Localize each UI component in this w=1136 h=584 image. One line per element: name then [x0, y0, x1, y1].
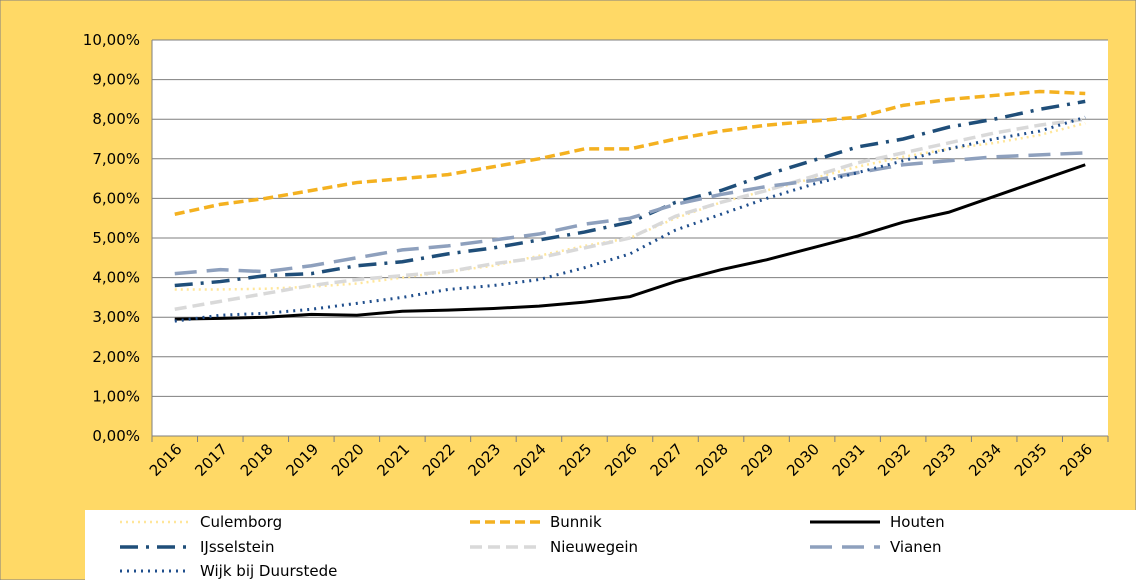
y-tick-label: 0,00%: [92, 427, 140, 445]
y-tick-label: 10,00%: [83, 31, 140, 49]
y-tick-label: 5,00%: [92, 229, 140, 247]
y-tick-label: 8,00%: [92, 110, 140, 128]
y-tick-label: 2,00%: [92, 348, 140, 366]
series-line: [174, 151, 1086, 276]
series-line: [174, 99, 1086, 288]
legend-label: Bunnik: [550, 513, 602, 531]
legend-label: IJsselstein: [200, 538, 274, 556]
y-tick-label: 4,00%: [92, 269, 140, 287]
y-tick-label: 7,00%: [92, 150, 140, 168]
series-line: [174, 89, 1086, 216]
legend-label: Culemborg: [200, 513, 282, 531]
legend-box: [85, 510, 1136, 580]
y-tick-label: 6,00%: [92, 189, 140, 207]
legend-label: Wijk bij Duurstede: [200, 562, 337, 580]
y-tick-label: 1,00%: [92, 387, 140, 405]
legend-label: Vianen: [890, 538, 942, 556]
y-tick-label: 9,00%: [92, 71, 140, 89]
series-line: [174, 121, 1086, 291]
legend-label: Nieuwegein: [550, 538, 638, 556]
legend-label: Houten: [890, 513, 945, 531]
y-tick-label: 3,00%: [92, 308, 140, 326]
series-line: [174, 163, 1086, 321]
series-line: [174, 117, 1086, 312]
